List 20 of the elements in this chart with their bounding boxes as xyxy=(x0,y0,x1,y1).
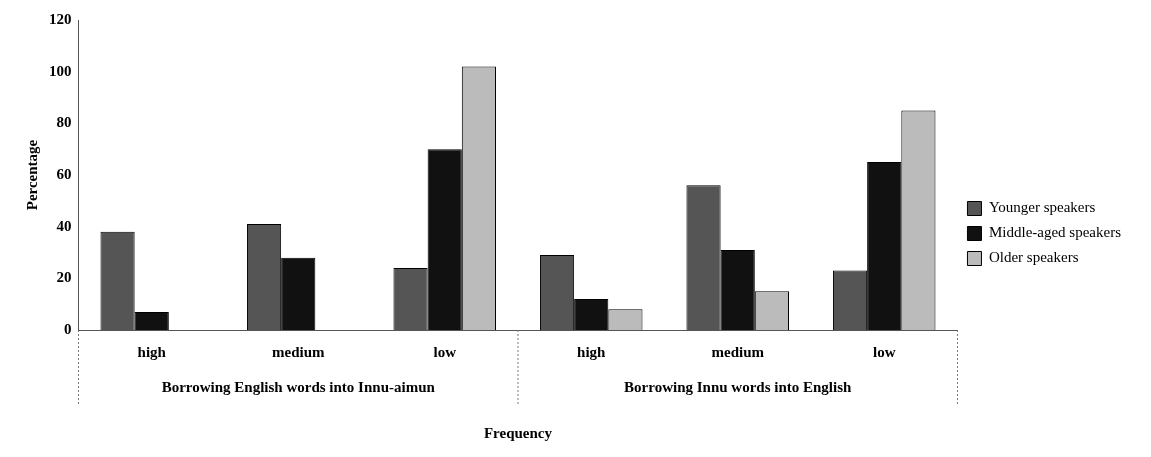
y-tick-label: 80 xyxy=(56,114,72,131)
y-tick-label: 60 xyxy=(56,165,72,182)
x-tick-label: medium xyxy=(271,343,325,360)
x-tick-label: medium xyxy=(711,343,765,360)
x-tick-label: high xyxy=(137,343,167,360)
y-tick-label: 0 xyxy=(64,320,72,337)
y-tick-label: 20 xyxy=(56,269,72,286)
x-tick-label: high xyxy=(577,343,607,360)
y-tick-label: 40 xyxy=(56,217,72,234)
legend-label: Middle-aged speakers xyxy=(988,224,1122,241)
y-tick-label: 120 xyxy=(49,10,72,27)
text: Borrowing Innu words into English xyxy=(624,378,853,395)
x-tick-label: low xyxy=(872,343,896,360)
x-axis-title: Frequency xyxy=(483,424,553,441)
y-axis-title: Percentage xyxy=(23,139,40,211)
text: Borrowing English words into Innu-aimun xyxy=(161,378,436,395)
legend-label: Younger speakers xyxy=(988,199,1096,216)
y-tick-label: 100 xyxy=(49,62,72,79)
x-tick-label: low xyxy=(433,343,457,360)
legend-label: Older speakers xyxy=(988,249,1079,266)
